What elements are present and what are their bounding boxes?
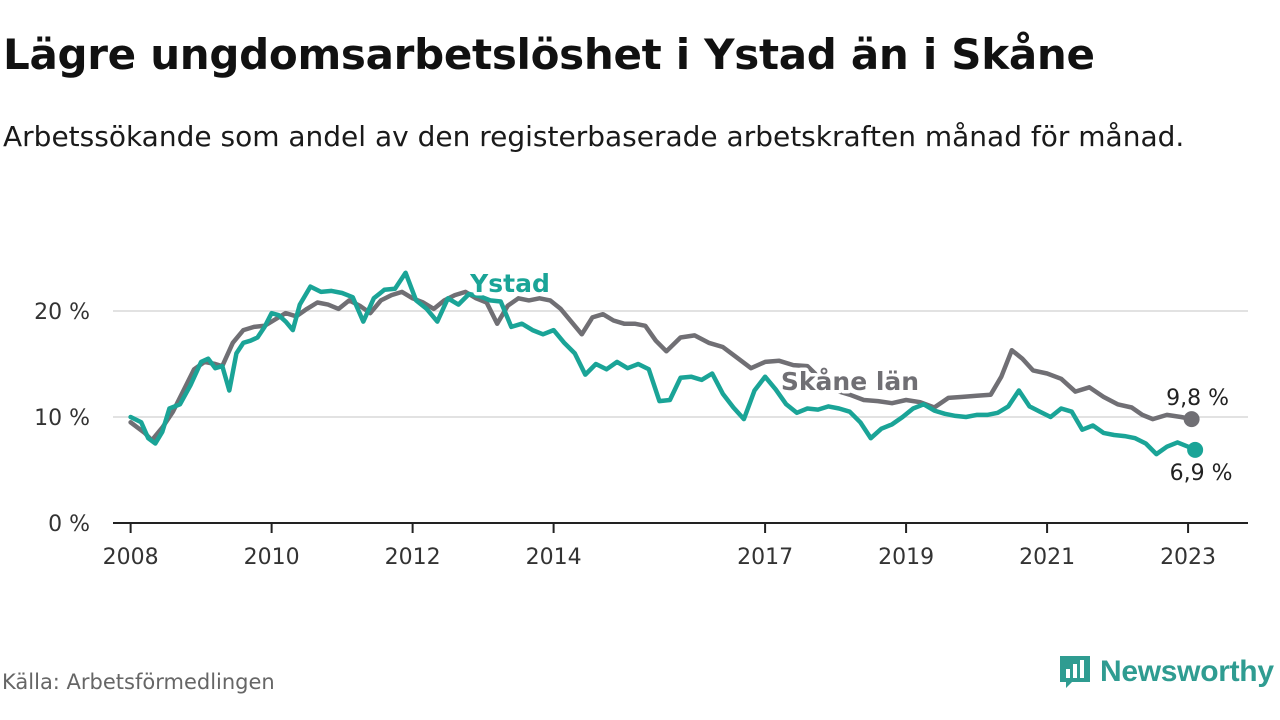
x-tick-label: 2010 (244, 545, 300, 570)
chart-title: Lägre ungdomsarbetslöshet i Ystad än i S… (3, 30, 1095, 79)
series-label-skane: Skåne län (781, 367, 919, 396)
series-label-skane-halo: Skåne län (781, 367, 919, 396)
x-tick-label: 2008 (103, 545, 159, 570)
skane-end-marker (1183, 411, 1200, 428)
y-tick-label: 20 % (34, 300, 90, 325)
series-line-ystad (128, 270, 1198, 457)
x-tick-label: 2021 (1019, 545, 1075, 570)
x-tick-label: 2014 (526, 545, 582, 570)
x-tick-label: 2023 (1160, 545, 1216, 570)
series-line-skåne-län (128, 289, 1194, 443)
source-note: Källa: Arbetsförmedlingen (2, 670, 275, 694)
ystad-end-marker (1187, 441, 1204, 458)
x-tick-label: 2019 (878, 545, 934, 570)
newsworthy-logo-icon (1060, 656, 1090, 688)
ystad-end-label: 6,9 % (1170, 461, 1233, 486)
y-tick-label: 0 % (48, 512, 90, 537)
brand-name: Newsworthy (1100, 655, 1274, 688)
brand-logo: Newsworthy (1058, 654, 1274, 690)
series-label-ystad-halo: Ystad (469, 269, 550, 298)
y-tick-label: 10 % (34, 406, 90, 431)
x-tick-label: 2017 (737, 545, 793, 570)
x-tick-label: 2012 (385, 545, 441, 570)
series-label-ystad: Ystad (469, 269, 550, 298)
skane-end-label: 9,8 % (1166, 386, 1229, 411)
chart-subtitle: Arbetssökande som andel av den registerb… (3, 120, 1185, 153)
